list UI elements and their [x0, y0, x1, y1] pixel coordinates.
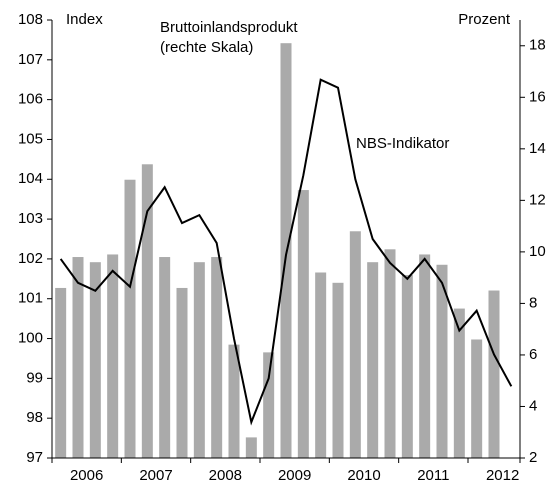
y2-tick-label: 10: [529, 243, 546, 260]
y2-tick-label: 2: [529, 449, 537, 466]
bar: [401, 275, 413, 458]
bar: [176, 287, 188, 458]
y-tick-label: 103: [18, 210, 43, 227]
bar: [349, 231, 361, 458]
bar-label: Bruttoinlandsprodukt: [160, 19, 298, 36]
bar: [419, 254, 431, 458]
x-tick-label: 2011: [417, 467, 449, 484]
line-series: [59, 78, 513, 426]
bar: [297, 190, 309, 458]
bar: [384, 249, 396, 458]
x-tick-label: 2009: [278, 467, 311, 484]
bar: [436, 264, 448, 458]
bar: [89, 262, 101, 458]
bar: [263, 352, 275, 458]
bar: [72, 257, 84, 458]
y2-tick-label: 14: [529, 140, 546, 157]
y2-tick-label: 4: [529, 397, 537, 414]
bar-note: (rechte Skala): [160, 39, 253, 56]
x-tick-label: 2007: [139, 467, 172, 484]
bar: [471, 339, 483, 458]
bar: [124, 179, 136, 458]
y-tick-label: 106: [18, 91, 43, 108]
y-tick-label: 105: [18, 130, 43, 147]
bar: [332, 282, 344, 458]
bar: [228, 344, 240, 458]
right-axis-title: Prozent: [458, 11, 511, 28]
y2-tick-label: 8: [529, 294, 537, 311]
bar: [488, 290, 500, 458]
bar: [211, 257, 223, 458]
x-tick-label: 2012: [486, 467, 519, 484]
bar: [107, 254, 119, 458]
y-tick-label: 98: [26, 409, 43, 426]
x-tick-label: 2010: [347, 467, 380, 484]
y-tick-label: 99: [26, 369, 43, 386]
y-tick-label: 102: [18, 250, 43, 267]
y2-tick-label: 12: [529, 191, 546, 208]
y-tick-label: 104: [18, 170, 43, 187]
bar: [453, 308, 465, 458]
y-tick-label: 101: [18, 290, 43, 307]
y2-tick-label: 6: [529, 346, 537, 363]
y-tick-label: 100: [18, 330, 43, 347]
bar: [159, 257, 171, 458]
y-tick-label: 97: [26, 449, 43, 466]
bar: [315, 272, 327, 458]
bar: [141, 164, 153, 458]
y2-tick-label: 16: [529, 88, 546, 105]
y-tick-label: 108: [18, 11, 43, 28]
line-label: NBS-Indikator: [356, 135, 449, 152]
bar: [193, 262, 205, 458]
x-tick-label: 2006: [70, 467, 103, 484]
bar: [367, 262, 379, 458]
x-tick-label: 2008: [209, 467, 242, 484]
bar: [55, 287, 67, 458]
y2-tick-label: 18: [529, 37, 546, 54]
left-axis-title: Index: [66, 11, 103, 28]
bar: [245, 437, 257, 458]
y-tick-label: 107: [18, 51, 43, 68]
